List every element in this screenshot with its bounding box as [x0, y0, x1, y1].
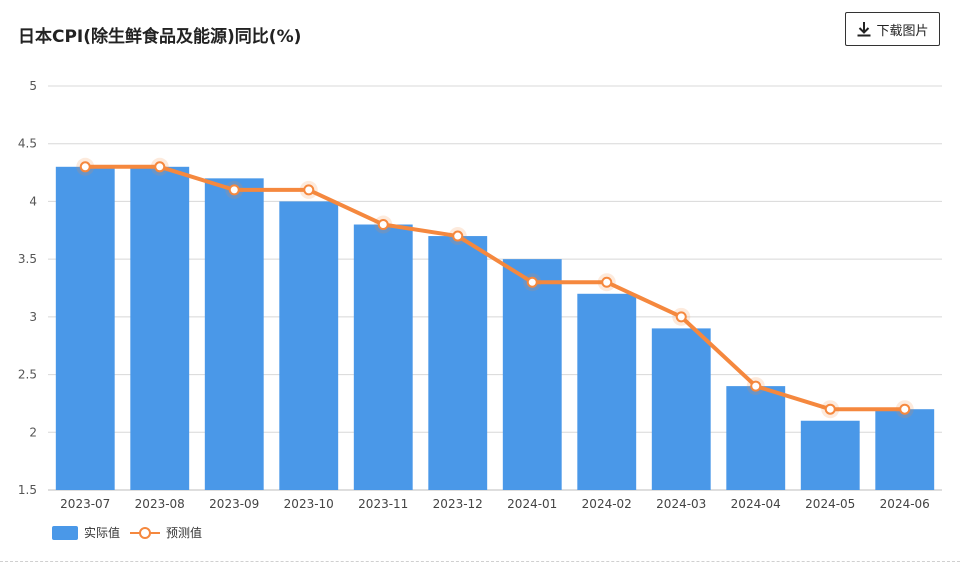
x-tick-label: 2024-06 — [880, 497, 930, 511]
x-tick-label: 2023-10 — [284, 497, 334, 511]
forecast-line — [83, 164, 907, 412]
y-tick-label: 4.5 — [18, 137, 37, 151]
x-tick-label: 2024-02 — [582, 497, 632, 511]
chart-title: 日本CPI(除生鲜食品及能源)同比(%) — [18, 27, 302, 47]
x-tick-label: 2023-11 — [358, 497, 408, 511]
bar — [875, 409, 935, 490]
bar — [279, 201, 339, 490]
bar — [726, 386, 786, 490]
forecast-point — [899, 403, 911, 415]
x-tick-label: 2023-08 — [135, 497, 185, 511]
chart-legend: 实际值 预测值 — [52, 524, 202, 541]
y-tick-label: 3.5 — [18, 252, 37, 266]
bar — [502, 259, 562, 490]
bar — [353, 224, 413, 490]
forecast-point — [228, 184, 240, 196]
legend-bar-swatch — [52, 525, 78, 540]
bottom-divider — [0, 561, 960, 562]
legend-item-actual[interactable]: 实际值 — [52, 524, 120, 541]
legend-label-forecast: 预测值 — [166, 526, 203, 540]
y-tick-label: 1.5 — [18, 483, 37, 497]
x-tick-label: 2024-01 — [507, 497, 557, 511]
y-tick-label: 2 — [29, 425, 37, 439]
bar — [577, 293, 637, 490]
x-tick-label: 2024-05 — [805, 497, 855, 511]
y-tick-label: 4 — [29, 194, 37, 208]
forecast-point — [601, 276, 613, 288]
bar — [55, 166, 115, 491]
y-tick-label: 2.5 — [18, 368, 37, 382]
forecast-point — [526, 276, 538, 288]
y-tick-label: 5 — [29, 79, 37, 93]
x-tick-label: 2024-03 — [656, 497, 706, 511]
forecast-point — [452, 230, 464, 242]
legend-label-actual: 实际值 — [84, 526, 121, 540]
bar — [130, 166, 190, 491]
forecast-point — [79, 161, 91, 173]
chart-plot: 5 4.5 4 3.5 3 2.5 2 1.5 2023-07 2023-08 2023-09 202… — [18, 79, 942, 511]
x-tick-label: 2024-04 — [731, 497, 781, 511]
forecast-point — [377, 219, 389, 231]
forecast-point — [154, 161, 166, 173]
forecast-point — [824, 403, 836, 415]
x-tick-label: 2023-09 — [209, 497, 259, 511]
legend-item-forecast[interactable]: 预测值 — [130, 524, 202, 541]
download-image-button[interactable]: 下载图片 — [845, 12, 940, 46]
x-tick-label: 2023-12 — [433, 497, 483, 511]
bar — [204, 178, 264, 491]
bar — [651, 328, 711, 490]
bar — [428, 236, 488, 490]
forecast-point — [750, 380, 762, 392]
forecast-point — [303, 184, 315, 196]
download-label: 下载图片 — [876, 23, 929, 39]
legend-line-swatch — [130, 526, 161, 540]
x-tick-label: 2023-07 — [60, 497, 110, 511]
bar — [800, 420, 860, 490]
y-tick-label: 3 — [29, 310, 37, 324]
forecast-point — [675, 311, 687, 323]
download-icon — [857, 22, 871, 37]
